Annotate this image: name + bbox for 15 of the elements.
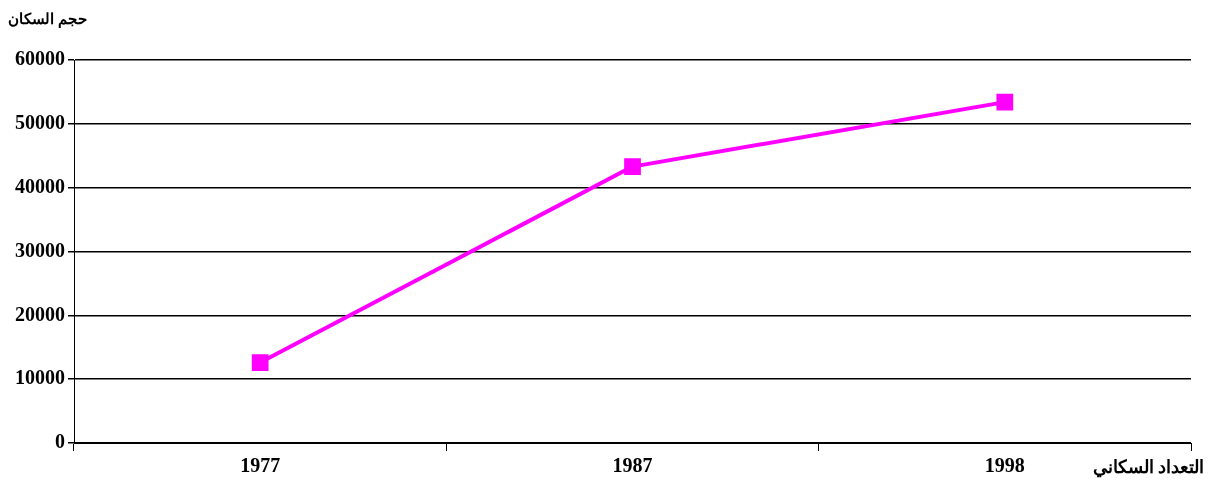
- x-tick-label: 1977: [240, 454, 281, 477]
- point: [624, 158, 641, 175]
- y-tick-label: 40000: [15, 174, 65, 197]
- y-tick-label: 50000: [15, 111, 65, 134]
- y-axis-title: حجم السكان: [8, 10, 87, 28]
- y-tick-label: 10000: [15, 366, 65, 389]
- point: [251, 354, 269, 371]
- x-tick-label: 1987: [612, 454, 653, 477]
- y-tick-label: 60000: [15, 47, 65, 70]
- y-tick-label: 30000: [15, 238, 65, 261]
- y-tick-label: 0: [55, 430, 65, 453]
- x-axis-title: التعداد السكاني: [1092, 456, 1204, 478]
- y-tick-label: 20000: [15, 302, 65, 325]
- point: [996, 93, 1014, 111]
- x-tick-label: 1998: [984, 454, 1025, 477]
